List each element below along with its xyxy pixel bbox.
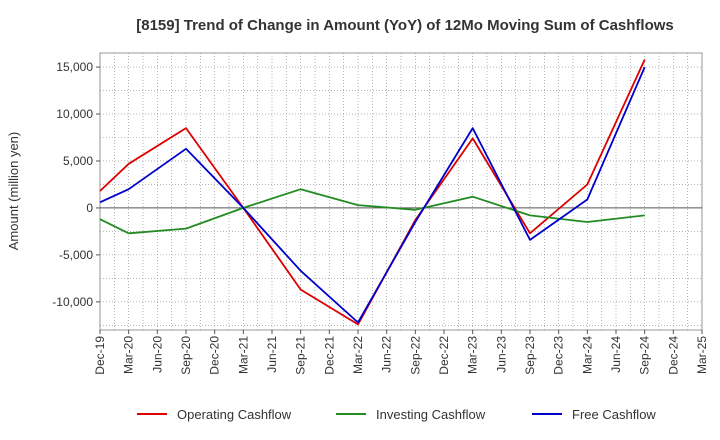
y-tick-label: 5,000 (63, 154, 93, 168)
x-tick-label: Jun-22 (380, 336, 394, 373)
x-tick-label: Jun-23 (494, 336, 508, 373)
x-tick-label: Mar-21 (236, 336, 250, 374)
y-tick-label: -10,000 (52, 295, 93, 309)
y-axis-ticks: 15,000 10,000 5,000 0 -5,000 -10,000 (52, 60, 100, 309)
x-tick-label: Jun-20 (150, 336, 164, 373)
series-lines (99, 59, 646, 326)
x-tick-label: Sep-22 (408, 336, 422, 375)
x-tick-label: Jun-21 (265, 336, 279, 373)
x-tick-label: Mar-23 (466, 336, 480, 374)
x-tick-label: Dec-19 (93, 336, 107, 375)
legend-label-operating-cashflow: Operating Cashflow (177, 407, 292, 422)
x-tick-label: Sep-24 (638, 336, 652, 375)
y-tick-label: 0 (86, 201, 93, 215)
x-tick-label: Dec-22 (437, 336, 451, 375)
y-axis-label: Amount (million yen) (6, 132, 21, 251)
series-line-free-cashflow (99, 66, 646, 324)
grid-lines (99, 53, 703, 330)
y-tick-label: 15,000 (56, 60, 93, 74)
legend-label-free-cashflow: Free Cashflow (572, 407, 656, 422)
x-tick-label: Dec-24 (666, 336, 680, 375)
legend: Operating Cashflow Investing Cashflow Free… (137, 407, 656, 422)
x-axis-ticks: Dec-19 Mar-20 Jun-20 Sep-20 Dec-20 Mar-21 Jun-… (93, 330, 709, 375)
x-tick-label: Mar-20 (122, 336, 136, 374)
x-tick-label: Sep-21 (294, 336, 308, 375)
x-tick-label: Sep-23 (523, 336, 537, 375)
chart-title: [8159] Trend of Change in Amount (YoY) o… (136, 17, 674, 34)
series-line-investing-cashflow (99, 188, 645, 235)
x-tick-label: Sep-20 (179, 336, 193, 375)
legend-label-investing-cashflow: Investing Cashflow (376, 407, 486, 422)
x-tick-label: Mar-25 (695, 336, 709, 374)
y-tick-label: -5,000 (59, 248, 93, 262)
x-tick-label: Dec-20 (208, 336, 222, 375)
y-tick-label: 10,000 (56, 107, 93, 121)
x-tick-label: Mar-22 (351, 336, 365, 374)
x-tick-label: Dec-23 (552, 336, 566, 375)
x-tick-label: Dec-21 (322, 336, 336, 375)
x-tick-label: Jun-24 (609, 336, 623, 373)
x-tick-label: Mar-24 (580, 336, 594, 374)
